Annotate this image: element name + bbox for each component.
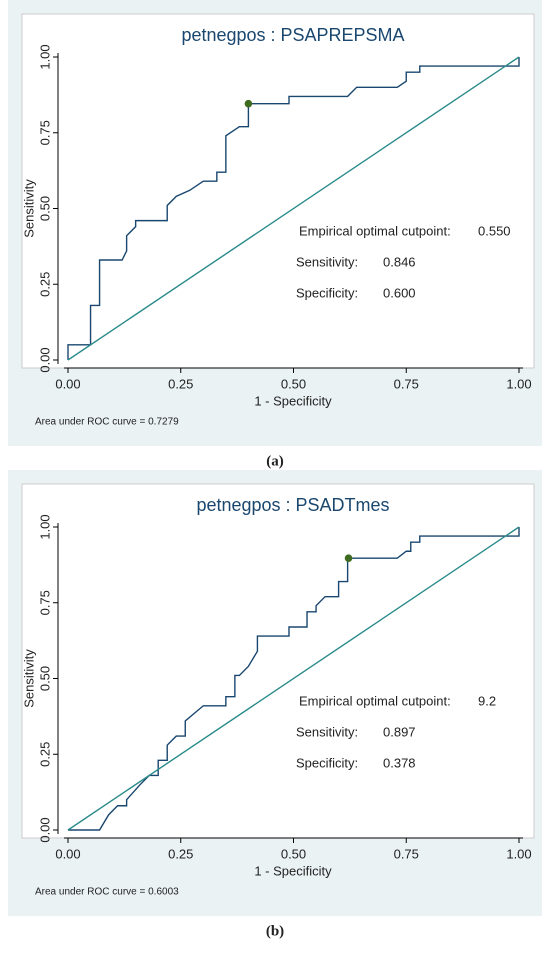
annotation-value: 9.2 [478, 693, 496, 708]
x-axis-label: 1 - Specificity [254, 863, 332, 878]
annotation-value: 0.550 [478, 223, 511, 238]
plot-area [21, 13, 535, 369]
x-tick-label: 0.50 [281, 846, 306, 861]
annotation-label: Specificity: [296, 755, 358, 770]
y-tick-label: 0.75 [37, 590, 52, 615]
annotation-value: 0.378 [383, 755, 416, 770]
optimal-point [344, 554, 353, 563]
y-tick-label: 0.25 [37, 272, 52, 297]
y-tick-label: 0.75 [37, 120, 52, 145]
y-tick-label: 0.25 [37, 742, 52, 767]
caption: (b) [266, 923, 284, 939]
y-tick-label: 1.00 [37, 44, 52, 69]
y-axis-label: Sensitivity [21, 179, 36, 238]
x-tick-label: 0.00 [55, 376, 80, 391]
x-tick-label: 0.75 [394, 846, 419, 861]
x-tick-label: 0.50 [281, 376, 306, 391]
y-axis-label: Sensitivity [21, 649, 36, 708]
y-tick-label: 0.50 [37, 666, 52, 691]
chart-title: petnegpos : PSAPREPSMA [181, 25, 404, 45]
y-tick-label: 0.00 [37, 347, 52, 372]
x-tick-label: 0.75 [394, 376, 419, 391]
annotation-value: 0.846 [383, 254, 416, 269]
y-tick-label: 0.50 [37, 196, 52, 221]
x-tick-label: 0.25 [168, 376, 193, 391]
y-tick-label: 0.00 [37, 817, 52, 842]
x-axis-label: 1 - Specificity [254, 393, 332, 408]
series-line [67, 57, 520, 360]
plot-area [21, 483, 535, 839]
annotation-label: Sensitivity: [296, 724, 358, 739]
x-tick-label: 0.25 [168, 846, 193, 861]
y-tick-label: 1.00 [37, 514, 52, 539]
series-line [67, 526, 520, 831]
x-tick-label: 0.00 [55, 846, 80, 861]
caption: (a) [266, 453, 284, 469]
optimal-point [244, 99, 253, 108]
annotation-value: 0.897 [383, 724, 416, 739]
series-line [67, 56, 520, 361]
chart-title: petnegpos : PSADTmes [196, 495, 389, 515]
note: Area under ROC curve = 0.7279 [35, 417, 179, 428]
x-tick-label: 1.00 [506, 846, 531, 861]
annotation-label: Sensitivity: [296, 254, 358, 269]
annotation-value: 0.600 [383, 285, 416, 300]
annotation-label: Specificity: [296, 285, 358, 300]
note: Area under ROC curve = 0.6003 [35, 887, 179, 898]
x-tick-label: 1.00 [506, 376, 531, 391]
annotation-label: Empirical optimal cutpoint: [299, 693, 451, 708]
annotation-label: Empirical optimal cutpoint: [299, 223, 451, 238]
